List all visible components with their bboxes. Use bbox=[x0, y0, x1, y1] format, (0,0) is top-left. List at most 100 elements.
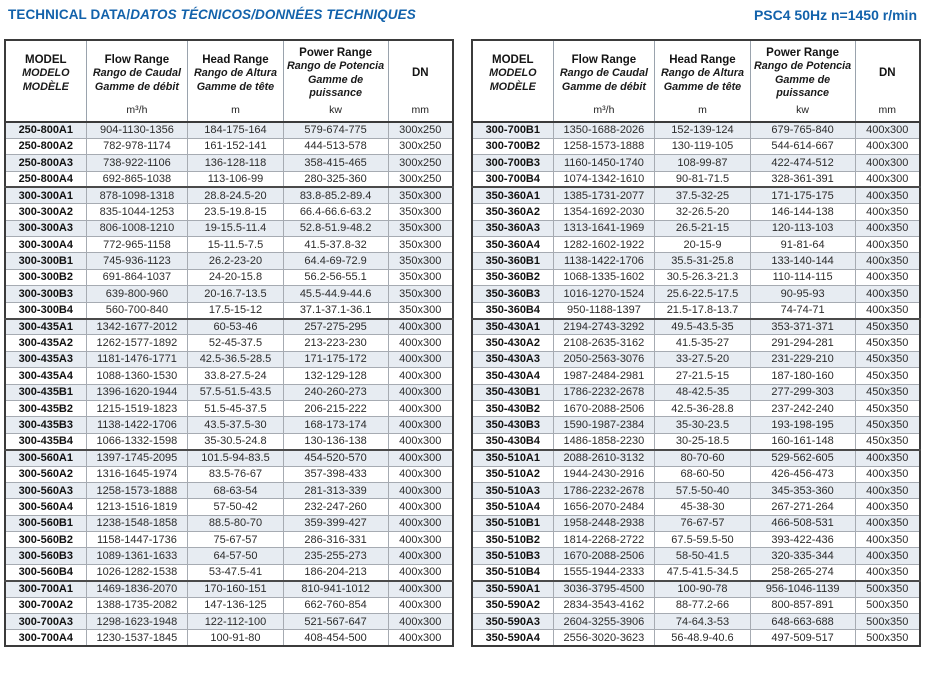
column-unit-label: m bbox=[698, 103, 707, 116]
value-cell: 32-26.5-20 bbox=[654, 203, 751, 221]
column-header-power: Power Range Rango de Potencia Gamme de pui… bbox=[749, 39, 856, 123]
value-cell: 21.5-17.8-13.7 bbox=[654, 301, 751, 320]
value-cell: 544-614-667 bbox=[749, 137, 856, 156]
model-cell: 300-560B1 bbox=[4, 514, 87, 533]
value-cell: 184-175-164 bbox=[187, 121, 284, 139]
model-cell: 250-800A2 bbox=[4, 137, 87, 156]
column-header-label: Rango de Caudal bbox=[92, 67, 182, 80]
value-cell: 187-180-160 bbox=[749, 367, 856, 385]
model-cell: 250-800A3 bbox=[4, 154, 87, 172]
value-cell: 37.1-37.1-36.1 bbox=[282, 301, 389, 320]
value-cell: 88-77.2-66 bbox=[654, 596, 751, 615]
value-cell: 1181-1476-1771 bbox=[85, 350, 189, 369]
value-cell: 1138-1422-1706 bbox=[85, 416, 189, 434]
column-header-label: Rango de Altura bbox=[660, 67, 744, 80]
model-cell: 300-300A4 bbox=[4, 236, 87, 254]
value-cell: 1958-2448-2938 bbox=[552, 514, 656, 533]
value-cell: 57.5-51.5-43.5 bbox=[187, 383, 284, 401]
value-cell: 450x350 bbox=[854, 432, 921, 451]
model-cell: 300-435B1 bbox=[4, 383, 87, 401]
table-row: 350-590A1 3036-3795-4500 100-90-78 956-1046… bbox=[471, 579, 921, 598]
value-cell: 358-415-465 bbox=[282, 154, 389, 172]
value-cell: 400x300 bbox=[387, 514, 454, 533]
value-cell: 64.4-69-72.9 bbox=[282, 252, 389, 270]
value-cell: 400x350 bbox=[854, 252, 921, 270]
value-cell: 42.5-36.5-28.5 bbox=[187, 350, 284, 369]
column-header-power: Power Range Rango de Potencia Gamme de pui… bbox=[282, 39, 389, 123]
value-cell: 1987-2484-2981 bbox=[552, 367, 656, 385]
value-cell: 57.5-50-40 bbox=[654, 481, 751, 500]
model-cell: 350-510A1 bbox=[471, 448, 554, 467]
value-cell: 579-674-775 bbox=[282, 121, 389, 139]
column-header-label: Gamme de tête bbox=[196, 80, 275, 93]
table-row: 350-590A2 2834-3543-4162 88-77.2-66 800-857… bbox=[471, 596, 921, 615]
value-cell: 400x300 bbox=[387, 596, 454, 615]
table-row: 300-435A4 1088-1360-1530 33.8-27.5-24 132-1… bbox=[4, 367, 454, 385]
value-cell: 100-91-80 bbox=[187, 629, 284, 647]
table-row: 300-300B2 691-864-1037 24-20-15.8 56.2-56-5… bbox=[4, 268, 454, 287]
value-cell: 500x350 bbox=[854, 579, 921, 598]
model-cell: 350-360A1 bbox=[471, 186, 554, 205]
value-cell: 1786-2232-2678 bbox=[552, 481, 656, 500]
model-cell: 350-590A1 bbox=[471, 579, 554, 598]
column-unit-label: mm bbox=[411, 103, 430, 116]
value-cell: 466-508-531 bbox=[749, 514, 856, 533]
model-cell: 350-430A1 bbox=[471, 317, 554, 336]
value-cell: 679-765-840 bbox=[749, 121, 856, 139]
column-header-flow: Flow Range Rango de Caudal Gamme de débit m… bbox=[85, 39, 189, 123]
value-cell: 400x300 bbox=[387, 481, 454, 500]
value-cell: 691-864-1037 bbox=[85, 268, 189, 287]
value-cell: 400x350 bbox=[854, 268, 921, 287]
value-cell: 2834-3543-4162 bbox=[552, 596, 656, 615]
table-row: 350-360B1 1138-1422-1706 35.5-31-25.8 133-1… bbox=[471, 252, 921, 270]
value-cell: 400x350 bbox=[854, 514, 921, 533]
value-cell: 53-47.5-41 bbox=[187, 563, 284, 582]
value-cell: 1350-1688-2026 bbox=[552, 121, 656, 139]
value-cell: 291-294-281 bbox=[749, 334, 856, 352]
page-title: TECHNICAL DATA/DATOS TÉCNICOS/DONNÉES TE… bbox=[8, 7, 416, 22]
value-cell: 20-15-9 bbox=[654, 236, 751, 254]
value-cell: 20-16.7-13.5 bbox=[187, 285, 284, 303]
column-header-label: Rango de Caudal bbox=[559, 67, 649, 80]
table-row: 300-435B3 1138-1422-1706 43.5-37.5-30 168-1… bbox=[4, 416, 454, 434]
table-row: 300-300A2 835-1044-1253 23.5-19.8-15 66.4-6… bbox=[4, 203, 454, 221]
value-cell: 529-562-605 bbox=[749, 448, 856, 467]
value-cell: 90-95-93 bbox=[749, 285, 856, 303]
value-cell: 122-112-100 bbox=[187, 613, 284, 631]
value-cell: 42.5-36-28.8 bbox=[654, 399, 751, 418]
value-cell: 1656-2070-2484 bbox=[552, 498, 656, 516]
value-cell: 350x300 bbox=[387, 186, 454, 205]
table-row: 350-430A2 2108-2635-3162 41.5-35-27 291-294… bbox=[471, 334, 921, 352]
model-cell: 350-590A4 bbox=[471, 629, 554, 647]
model-cell: 300-700A1 bbox=[4, 579, 87, 598]
value-cell: 835-1044-1253 bbox=[85, 203, 189, 221]
value-cell: 400x300 bbox=[387, 613, 454, 631]
value-cell: 692-865-1038 bbox=[85, 170, 189, 188]
value-cell: 49.5-43.5-35 bbox=[654, 317, 751, 336]
value-cell: 52-45-37.5 bbox=[187, 334, 284, 352]
value-cell: 444-513-578 bbox=[282, 137, 389, 156]
column-header-labels: Power Range Rango de Potencia Gamme de pui… bbox=[285, 46, 387, 101]
model-cell: 300-435B2 bbox=[4, 399, 87, 418]
value-cell: 1469-1836-2070 bbox=[85, 579, 189, 598]
value-cell: 101.5-94-83.5 bbox=[187, 448, 284, 467]
model-cell: 300-435A4 bbox=[4, 367, 87, 385]
value-cell: 1555-1944-2333 bbox=[552, 563, 656, 582]
header-row: MODEL MODELO MODÈLE Flow Range Rango de Caud… bbox=[4, 39, 454, 123]
value-cell: 90-81-71.5 bbox=[654, 170, 751, 188]
table-row: 300-435B1 1396-1620-1944 57.5-51.5-43.5 240… bbox=[4, 383, 454, 401]
table-row: 350-360A4 1282-1602-1922 20-15-9 91-81-64 40… bbox=[471, 236, 921, 254]
value-cell: 400x350 bbox=[854, 547, 921, 565]
table-row: 350-510A3 1786-2232-2678 57.5-50-40 345-353… bbox=[471, 481, 921, 500]
table-row: 300-700A1 1469-1836-2070 170-160-151 810-94… bbox=[4, 579, 454, 598]
value-cell: 950-1188-1397 bbox=[552, 301, 656, 320]
column-header-labels: Power Range Rango de Potencia Gamme de pui… bbox=[752, 46, 854, 101]
value-cell: 350x300 bbox=[387, 301, 454, 320]
column-unit-label: kw bbox=[796, 103, 810, 116]
value-cell: 2556-3020-3623 bbox=[552, 629, 656, 647]
model-cell: 300-560B3 bbox=[4, 547, 87, 565]
value-cell: 168-173-174 bbox=[282, 416, 389, 434]
value-cell: 300x250 bbox=[387, 137, 454, 156]
column-header-flow: Flow Range Rango de Caudal Gamme de débit m… bbox=[552, 39, 656, 123]
value-cell: 213-223-230 bbox=[282, 334, 389, 352]
